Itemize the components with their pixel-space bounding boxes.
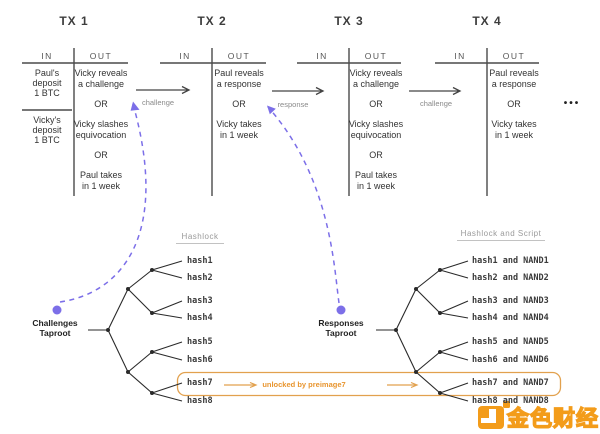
leaf-hash8: hash8 <box>187 396 213 406</box>
leaf-hash4: hash4 <box>187 313 213 323</box>
tx1-title: TX 1 <box>59 14 89 28</box>
tx4-table: TX 4 IN OUT Paul reveals a response OR V… <box>433 14 541 196</box>
leaf-hash2-nand2: hash2 and NAND2 <box>472 273 549 283</box>
watermark-text: 金色财经 <box>506 405 600 431</box>
tx2-output-option-2: Vicky takes in 1 week <box>216 119 262 140</box>
hashlock-and-script-header: Hashlock and Script <box>457 229 545 241</box>
response-curve-arrow <box>267 105 340 304</box>
challenges-taproot-dot <box>52 305 62 315</box>
leaf-hash2: hash2 <box>187 273 213 283</box>
tx1-output-or-2: OR <box>94 150 108 160</box>
tx3-output-or-2: OR <box>369 150 383 160</box>
tx2-table: TX 2 IN OUT Paul reveals a response OR V… <box>158 14 266 196</box>
tx3-title: TX 3 <box>334 14 364 28</box>
unlock-arrow-left <box>224 381 258 389</box>
tx2-output-or-1: OR <box>232 99 246 109</box>
tx3-output-option-3: Paul takes in 1 week <box>354 170 398 191</box>
tx3-out-header: OUT <box>364 51 388 61</box>
leaf-hash3-nand3: hash3 and NAND3 <box>472 296 549 306</box>
challenges-taproot-label: Challenges Taproot <box>32 318 78 338</box>
tx1-table: TX 1 IN OUT Paul's deposit 1 BTC Vicky's… <box>20 14 128 196</box>
leaf-hash6: hash6 <box>187 355 213 365</box>
tx4-title: TX 4 <box>472 14 502 28</box>
leaf-hash6-nand6: hash6 and NAND6 <box>472 355 549 365</box>
leaf-hash3: hash3 <box>187 296 213 306</box>
leaf-hash7: hash7 <box>187 378 213 388</box>
flow-arrow-response <box>272 86 325 96</box>
flow-label-response: response <box>277 100 309 109</box>
tx1-out-header: OUT <box>89 51 113 61</box>
flow-label-challenge-2: challenge <box>419 99 453 108</box>
tx3-output-or-1: OR <box>369 99 383 109</box>
responses-taproot-label: Responses Taproot <box>318 318 364 338</box>
tx-table-rules <box>22 48 539 196</box>
tx1-output-or-1: OR <box>94 99 108 109</box>
tx1-in-header: IN <box>41 51 53 61</box>
tx3-outputs: Vicky reveals a challenge OR Vicky slash… <box>349 68 403 192</box>
responses-tree <box>376 260 469 402</box>
tx4-output-option-2: Vicky takes in 1 week <box>491 119 537 140</box>
challenge-curve-arrow <box>59 101 147 303</box>
tx2-out-header: OUT <box>227 51 251 61</box>
unlock-arrow-right <box>387 381 419 389</box>
tx2-title: TX 2 <box>197 14 227 28</box>
tx1-output-option-1: Vicky reveals a challenge <box>74 68 128 89</box>
responses-tree-nodes <box>394 268 442 395</box>
tx3-output-option-1: Vicky reveals a challenge <box>349 68 403 89</box>
tx1-input-paul-deposit: Paul's deposit 1 BTC <box>32 68 62 98</box>
tx4-out-header: OUT <box>502 51 526 61</box>
tx2-outputs: Paul reveals a response OR Vicky takes i… <box>212 68 266 141</box>
leaf-hash5-nand5: hash5 and NAND5 <box>472 337 549 347</box>
tx4-outputs: Paul reveals a response OR Vicky takes i… <box>487 68 541 141</box>
tx4-output-option-1: Paul reveals a response <box>489 68 539 89</box>
tx2-output-option-1: Paul reveals a response <box>214 68 264 89</box>
hashlock-header: Hashlock <box>176 232 224 244</box>
tx3-table: TX 3 IN OUT Vicky reveals a challenge OR… <box>295 14 403 196</box>
tx3-output-option-2: Vicky slashes equivocation <box>348 119 404 140</box>
leaf-hash4-nand4: hash4 and NAND4 <box>472 313 549 323</box>
leaf-hash5: hash5 <box>187 337 213 347</box>
flow-label-challenge-1: challenge <box>141 98 175 107</box>
flow-arrow-challenge-2 <box>409 86 462 96</box>
tx1-output-option-2: Vicky slashes equivocation <box>73 119 129 140</box>
leaf-hash1-nand1: hash1 and NAND1 <box>472 256 549 266</box>
unlock-annotation: unlocked by preimage7 <box>262 380 346 389</box>
tx1-outputs: Vicky reveals a challenge OR Vicky slash… <box>74 68 128 192</box>
leaf-hash8-nand8: hash8 and NAND8 <box>472 396 549 406</box>
tx4-output-or-1: OR <box>507 99 521 109</box>
tx4-in-header: IN <box>454 51 466 61</box>
continuation-ellipsis: ••• <box>563 98 581 109</box>
challenges-tree <box>88 260 183 402</box>
tx3-in-header: IN <box>316 51 328 61</box>
tx1-input-vicky-deposit: Vicky's deposit 1 BTC <box>32 115 62 145</box>
tx1-output-option-3: Paul takes in 1 week <box>79 170 123 191</box>
tx2-in-header: IN <box>179 51 191 61</box>
leaf-hash1: hash1 <box>187 256 213 266</box>
watermark-logo-icon <box>478 401 510 429</box>
responses-taproot-dot <box>336 305 346 315</box>
flow-arrow-challenge-1 <box>136 85 191 95</box>
challenges-tree-nodes <box>106 268 154 395</box>
leaf-hash7-nand7: hash7 and NAND7 <box>472 378 549 388</box>
